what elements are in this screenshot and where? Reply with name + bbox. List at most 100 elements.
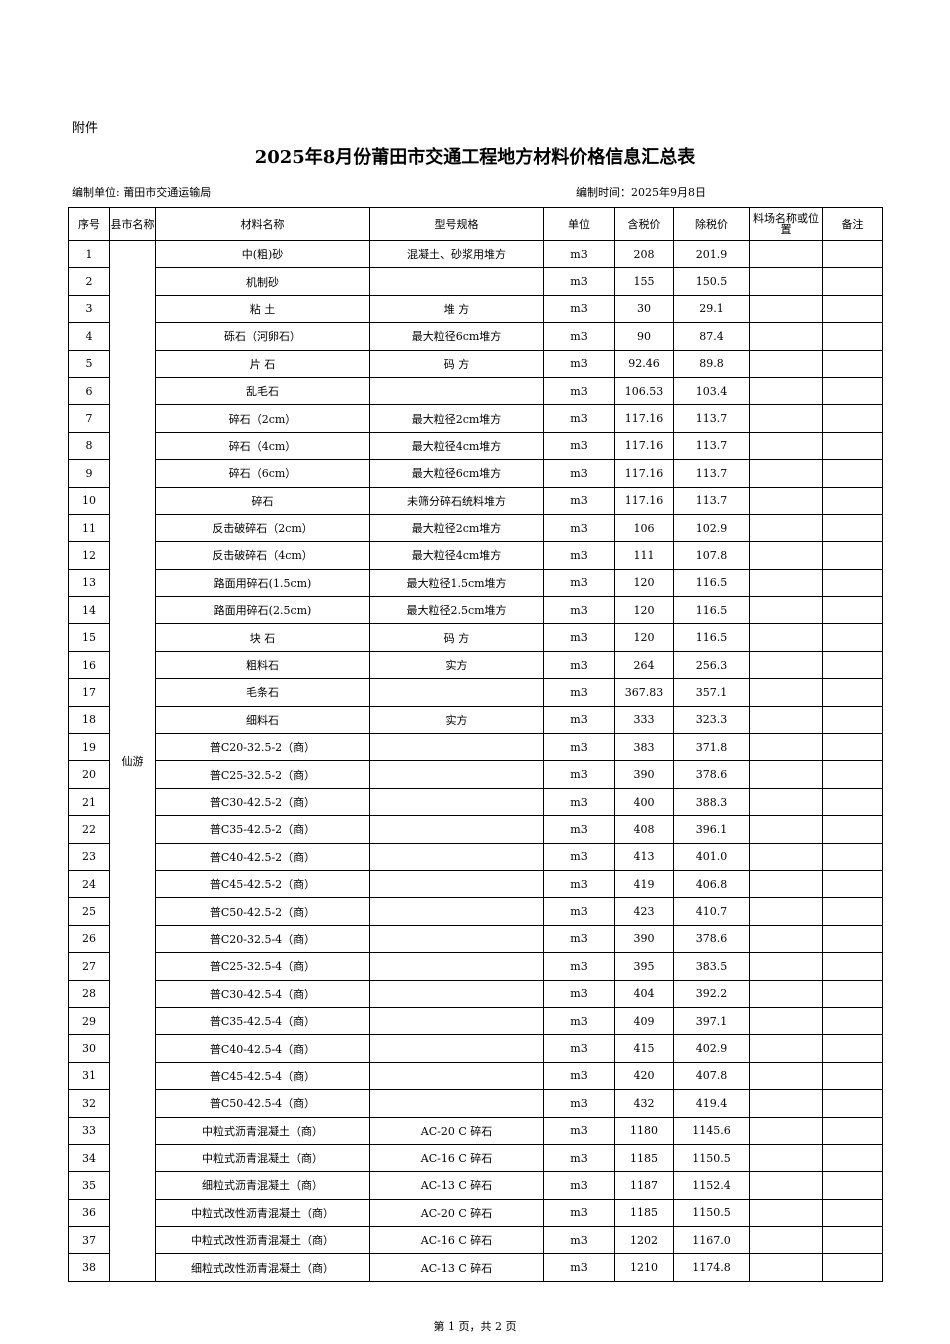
remark-cell [822, 979, 883, 1008]
seq-cell: 8 [68, 431, 110, 461]
table-row: 32 普C50-42.5-4（商） m3 432 419.4 [68, 1089, 883, 1118]
price-with-tax-cell: 1180 [614, 1116, 674, 1145]
price-with-tax-cell: 106 [614, 513, 674, 543]
unit-cell: m3 [543, 513, 615, 543]
unit-cell: m3 [543, 267, 615, 296]
remark-cell [822, 1116, 883, 1145]
table-row: 33 中粒式沥青混凝土（商） AC-20 C 碎石 m3 1180 1145.6 [68, 1116, 883, 1145]
seq-cell: 11 [68, 513, 110, 543]
location-cell [749, 1171, 823, 1200]
material-cell: 中粒式沥青混凝土（商） [155, 1143, 370, 1173]
location-cell [749, 376, 823, 406]
location-cell [749, 924, 823, 954]
table-row: 25 普C50-42.5-2（商） m3 423 410.7 [68, 897, 883, 926]
location-cell [749, 1034, 823, 1063]
material-cell: 碎石（2cm） [155, 404, 370, 433]
material-cell: 普C45-42.5-4（商） [155, 1061, 370, 1091]
material-cell: 普C25-32.5-4（商） [155, 952, 370, 981]
remark-cell [822, 1006, 883, 1036]
location-cell [749, 486, 823, 515]
price-without-tax-cell: 419.4 [673, 1089, 750, 1118]
spec-cell: 最大粒径2cm堆方 [369, 513, 544, 543]
remark-cell [822, 897, 883, 926]
spec-cell [369, 787, 544, 817]
table-row: 27 普C25-32.5-4（商） m3 395 383.5 [68, 952, 883, 981]
price-without-tax-cell: 392.2 [673, 979, 750, 1008]
price-without-tax-cell: 201.9 [673, 239, 750, 269]
remark-cell [822, 815, 883, 844]
price-with-tax-cell: 120 [614, 596, 674, 625]
table-row: 23 普C40-42.5-2（商） m3 413 401.0 [68, 842, 883, 871]
remark-cell [822, 376, 883, 406]
spec-cell: AC-13 C 碎石 [369, 1171, 544, 1200]
unit-cell: m3 [543, 376, 615, 406]
price-with-tax-cell: 415 [614, 1034, 674, 1063]
spec-cell [369, 376, 544, 406]
location-cell [749, 623, 823, 652]
material-cell: 细料石 [155, 705, 370, 735]
material-cell: 反击破碎石（2cm） [155, 513, 370, 543]
seq-cell: 22 [68, 815, 110, 844]
remark-cell [822, 541, 883, 570]
spec-cell [369, 815, 544, 844]
seq-cell: 36 [68, 1198, 110, 1228]
spec-cell: 最大粒径2cm堆方 [369, 404, 544, 433]
table-row: 6 乱毛石 m3 106.53 103.4 [68, 376, 883, 406]
location-cell [749, 815, 823, 844]
material-cell: 碎石（4cm） [155, 431, 370, 461]
seq-cell: 17 [68, 678, 110, 707]
remark-cell [822, 623, 883, 652]
price-with-tax-cell: 117.16 [614, 486, 674, 515]
price-with-tax-cell: 111 [614, 541, 674, 570]
price-without-tax-cell: 396.1 [673, 815, 750, 844]
price-without-tax-cell: 357.1 [673, 678, 750, 707]
unit-cell: m3 [543, 623, 615, 652]
location-cell [749, 733, 823, 762]
remark-cell [822, 952, 883, 981]
remark-cell [822, 1198, 883, 1228]
unit-cell: m3 [543, 897, 615, 926]
location-cell [749, 1061, 823, 1091]
remark-cell [822, 459, 883, 488]
seq-cell: 2 [68, 267, 110, 296]
price-with-tax-cell: 395 [614, 952, 674, 981]
unit-cell: m3 [543, 349, 615, 378]
seq-cell: 6 [68, 376, 110, 406]
material-cell: 普C25-32.5-2（商） [155, 760, 370, 789]
seq-cell: 27 [68, 952, 110, 981]
price-without-tax-cell: 402.9 [673, 1034, 750, 1063]
price-with-tax-cell: 423 [614, 897, 674, 926]
seq-cell: 5 [68, 349, 110, 378]
unit-cell: m3 [543, 678, 615, 707]
spec-cell [369, 1089, 544, 1118]
price-with-tax-cell: 333 [614, 705, 674, 735]
price-with-tax-cell: 117.16 [614, 459, 674, 488]
seq-cell: 28 [68, 979, 110, 1008]
seq-cell: 3 [68, 294, 110, 324]
spec-cell: AC-13 C 碎石 [369, 1253, 544, 1282]
spec-cell: AC-16 C 碎石 [369, 1226, 544, 1255]
price-with-tax-cell: 30 [614, 294, 674, 324]
remark-cell [822, 1143, 883, 1173]
price-without-tax-cell: 1150.5 [673, 1198, 750, 1228]
spec-cell [369, 897, 544, 926]
table-row: 17 毛条石 m3 367.83 357.1 [68, 678, 883, 707]
material-cell: 普C40-42.5-4（商） [155, 1034, 370, 1063]
material-cell: 反击破碎石（4cm） [155, 541, 370, 570]
unit-cell: m3 [543, 459, 615, 488]
location-cell [749, 869, 823, 899]
price-with-tax-cell: 92.46 [614, 349, 674, 378]
unit-cell: m3 [543, 322, 615, 351]
table-row: 14 路面用碎石(2.5cm) 最大粒径2.5cm堆方 m3 120 116.5 [68, 596, 883, 625]
remark-cell [822, 1253, 883, 1282]
location-cell [749, 596, 823, 625]
price-with-tax-cell: 264 [614, 650, 674, 680]
price-without-tax-cell: 116.5 [673, 623, 750, 652]
seq-cell: 33 [68, 1116, 110, 1145]
price-without-tax-cell: 378.6 [673, 924, 750, 954]
unit-cell: m3 [543, 1226, 615, 1255]
unit-cell: m3 [543, 541, 615, 570]
price-with-tax-cell: 1187 [614, 1171, 674, 1200]
spec-cell [369, 842, 544, 871]
seq-cell: 12 [68, 541, 110, 570]
